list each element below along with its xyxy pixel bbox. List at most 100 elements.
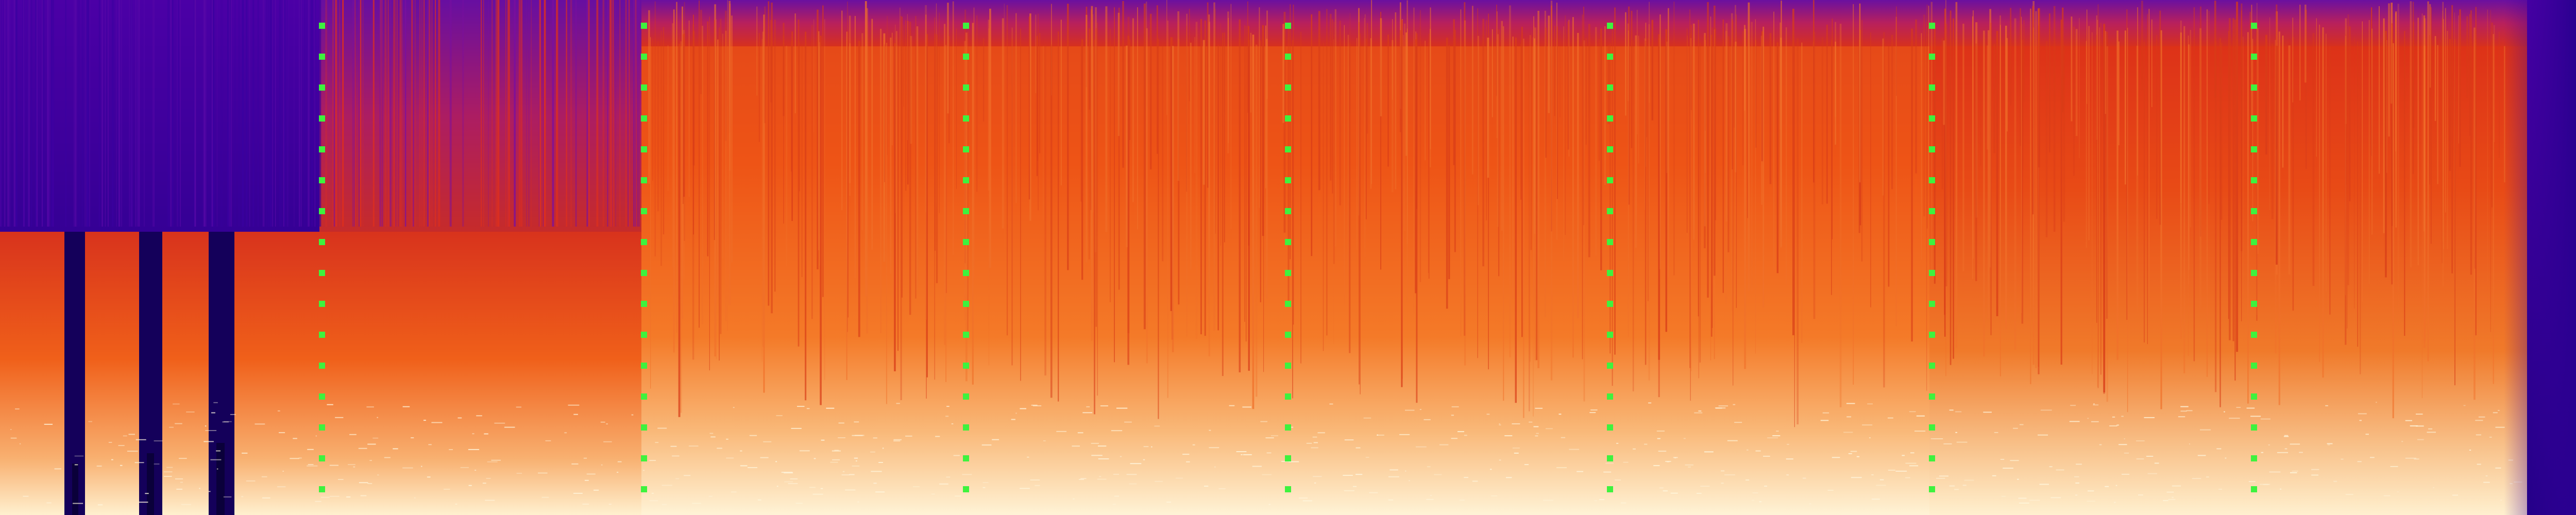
speckle — [204, 441, 214, 442]
streak — [1095, 7, 1097, 252]
marker-dot — [1285, 332, 1291, 338]
streak — [381, 0, 383, 227]
streak — [429, 0, 431, 227]
marker-dot — [1929, 270, 1935, 276]
streak — [728, 1, 731, 305]
streak — [939, 12, 940, 214]
streak — [304, 0, 306, 227]
streak — [1565, 15, 1566, 235]
speckle — [830, 461, 838, 463]
speckle — [2136, 440, 2145, 442]
speckle — [74, 455, 84, 457]
marker-dot — [1285, 23, 1291, 29]
marker-dot — [1285, 393, 1291, 400]
speckle — [1888, 470, 1895, 471]
streak — [380, 0, 382, 227]
streak — [786, 46, 788, 266]
streak — [1515, 37, 1517, 403]
streak — [1632, 40, 1634, 391]
streak — [1975, 43, 1977, 281]
speckle — [2500, 500, 2502, 501]
streak — [952, 1, 954, 255]
marker-dot — [319, 84, 325, 91]
streak — [65, 0, 66, 227]
streak — [2434, 36, 2436, 121]
speckle — [2483, 482, 2490, 483]
streak — [1722, 19, 1724, 293]
speckle — [662, 485, 672, 486]
speckle — [1015, 413, 1017, 414]
streak — [269, 0, 272, 227]
streak — [1704, 33, 1706, 227]
speckle — [832, 450, 841, 452]
streak — [1004, 4, 1005, 251]
speckle — [2122, 473, 2130, 475]
speckle — [2260, 418, 2270, 420]
speckle — [210, 459, 222, 460]
speckle — [799, 450, 810, 452]
speckle — [1656, 431, 1665, 432]
speckle — [169, 426, 174, 428]
speckle — [2345, 494, 2353, 495]
streak — [300, 0, 302, 227]
streak — [871, 19, 873, 250]
streak — [1195, 22, 1198, 339]
streak — [673, 9, 675, 353]
streak — [956, 28, 957, 189]
streak — [2199, 28, 2202, 310]
marker-dot — [1929, 208, 1935, 214]
streak — [935, 33, 936, 251]
speckle — [1745, 479, 1750, 481]
streak — [819, 42, 820, 266]
streak — [1545, 27, 1547, 158]
speckle — [541, 496, 549, 498]
streak — [129, 0, 130, 227]
streak — [1011, 27, 1013, 270]
streak — [180, 0, 181, 227]
streak — [1761, 31, 1764, 162]
speckle — [393, 448, 398, 450]
streak — [1036, 36, 1038, 176]
streak — [722, 33, 723, 259]
streak — [1882, 38, 1884, 196]
streak — [699, 1, 700, 328]
speckle — [1043, 440, 1046, 441]
streak — [1146, 2, 1147, 284]
streak — [727, 0, 728, 331]
speckle — [670, 445, 677, 447]
streak — [1194, 37, 1196, 174]
streak — [693, 14, 694, 235]
streak — [204, 0, 206, 227]
speckle — [2327, 443, 2333, 444]
streak — [1208, 22, 1210, 356]
streak — [2251, 5, 2252, 118]
marker-dot — [963, 301, 969, 307]
streak — [570, 0, 572, 227]
speckle — [346, 496, 351, 497]
streak — [352, 0, 353, 227]
streak — [1430, 29, 1431, 167]
streak — [2010, 8, 2012, 106]
speckle — [173, 403, 180, 405]
speckle — [1344, 490, 1354, 491]
streak — [936, 3, 937, 207]
streak — [210, 0, 212, 227]
streak — [2045, 41, 2048, 237]
streak — [333, 0, 335, 227]
marker-dot — [963, 239, 969, 245]
speckle — [1056, 431, 1067, 432]
speckle — [1082, 412, 1093, 414]
speckle — [2284, 435, 2289, 436]
streak — [2221, 43, 2223, 220]
speckle — [2003, 468, 2013, 469]
marker-dot — [1929, 486, 1935, 492]
streak — [887, 16, 888, 156]
streak — [2241, 3, 2243, 251]
streak — [1733, 43, 1735, 128]
streak — [384, 0, 387, 227]
streak — [252, 0, 255, 227]
streak — [2437, 45, 2438, 184]
streak — [2030, 8, 2031, 384]
streak — [2404, 31, 2405, 336]
speckle — [1186, 461, 1190, 462]
